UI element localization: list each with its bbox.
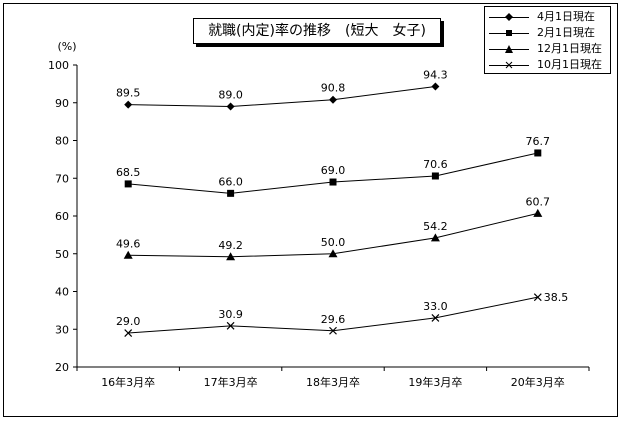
data-label: 49.6 [116, 237, 141, 250]
data-label: 68.5 [116, 166, 141, 179]
data-point-triangle [430, 233, 440, 242]
chart-axes: 20 30 40 50 60 70 80 90 100 (%) 16年3月卒 17年3月卒 18年3月卒… [48, 40, 590, 389]
data-label: 66.0 [218, 175, 243, 188]
x-tick-label: 20年3月卒 [511, 375, 565, 389]
diamond-marker-icon [505, 13, 513, 21]
data-label: 90.8 [321, 82, 346, 95]
legend-label: 12月1日現在 [537, 42, 602, 55]
data-point-diamond [329, 95, 337, 104]
data-point-diamond [431, 82, 440, 91]
data-point-square [124, 180, 132, 188]
data-label: 54.2 [423, 220, 448, 233]
legend-label: 2月1日現在 [537, 26, 595, 39]
data-label: 70.6 [423, 158, 448, 171]
y-tick-label: 100 [48, 59, 69, 72]
y-tick-label: 30 [55, 323, 69, 336]
x-marker-icon [505, 61, 513, 69]
data-point-square [431, 172, 439, 180]
x-tick-label: 19年3月卒 [408, 375, 462, 389]
data-point-diamond [226, 102, 235, 111]
data-point-triangle [123, 250, 133, 259]
data-label: 29.6 [321, 313, 346, 326]
legend: 4月1日現在 2月1日現在 12月1日現在 10月1日現在 [484, 6, 611, 74]
data-point-triangle [328, 249, 338, 258]
legend-item-dec: 12月1日現在 [485, 42, 610, 56]
y-tick-label: 60 [55, 210, 69, 223]
x-tick-label: 17年3月卒 [204, 375, 258, 389]
y-tick-label: 20 [55, 361, 69, 374]
data-label: 30.9 [218, 308, 243, 321]
data-point-x [329, 326, 337, 335]
data-point-diamond [124, 100, 133, 109]
data-label: 50.0 [321, 236, 346, 249]
data-label: 69.0 [321, 164, 346, 177]
series-layer: 89.5 89.0 90.8 94.3 68.5 66.0 69.0 70.6 76.7 49.6… [116, 69, 568, 337]
legend-item-apr: 4月1日現在 [485, 10, 610, 24]
legend-label: 10月1日現在 [537, 58, 602, 71]
y-axis-label: (%) [57, 40, 76, 53]
data-label: 89.0 [218, 89, 243, 102]
data-point-x [124, 329, 133, 337]
data-label: 38.5 [544, 291, 569, 304]
x-tick-label: 16年3月卒 [101, 375, 155, 389]
data-label: 60.7 [526, 195, 551, 208]
y-tick-label: 80 [55, 135, 69, 148]
data-point-square [329, 178, 337, 186]
data-point-x [533, 293, 542, 302]
data-label: 29.0 [116, 315, 141, 328]
triangle-marker-icon [505, 45, 513, 53]
y-tick-label: 50 [55, 248, 69, 261]
data-point-triangle [533, 208, 543, 217]
y-tick-label: 70 [55, 172, 69, 185]
chart-title: 就職(内定)率の推移 (短大 女子) [193, 18, 441, 44]
legend-item-oct: 10月1日現在 [485, 58, 610, 72]
data-label: 94.3 [423, 69, 448, 82]
legend-label: 4月1日現在 [537, 10, 595, 23]
legend-item-feb: 2月1日現在 [485, 26, 610, 40]
x-tick-label: 18年3月卒 [306, 375, 360, 389]
data-point-x [431, 314, 440, 322]
y-tick-label: 90 [55, 97, 69, 110]
data-label: 89.5 [116, 87, 141, 100]
data-point-square [534, 149, 542, 157]
data-label: 76.7 [526, 135, 551, 148]
data-label: 49.2 [218, 239, 243, 252]
y-tick-label: 40 [55, 286, 69, 299]
data-point-x [226, 321, 235, 330]
series-line-0 [128, 86, 436, 108]
data-point-square [227, 189, 235, 197]
data-label: 33.0 [423, 300, 448, 313]
data-point-triangle [226, 252, 236, 261]
square-marker-icon [506, 30, 512, 36]
